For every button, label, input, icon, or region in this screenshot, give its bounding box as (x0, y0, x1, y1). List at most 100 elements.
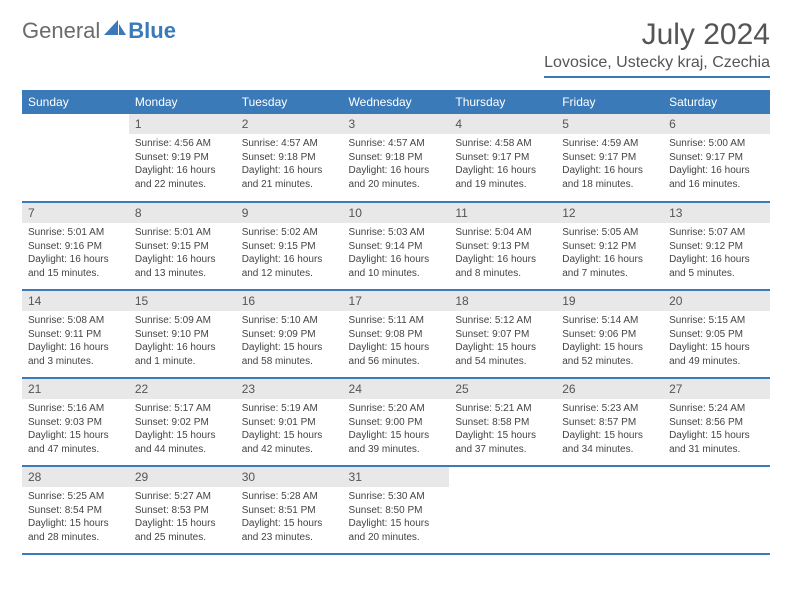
weekday-header-row: SundayMondayTuesdayWednesdayThursdayFrid… (22, 90, 770, 114)
day-content: Sunrise: 5:07 AMSunset: 9:12 PMDaylight:… (663, 223, 770, 286)
day-number: 7 (22, 203, 129, 223)
day-number: 12 (556, 203, 663, 223)
day-number: 29 (129, 467, 236, 487)
calendar-row: 21Sunrise: 5:16 AMSunset: 9:03 PMDayligh… (22, 378, 770, 466)
title-block: July 2024 Lovosice, Ustecky kraj, Czechi… (544, 18, 770, 78)
calendar-cell (556, 466, 663, 554)
weekday-header: Tuesday (236, 90, 343, 114)
calendar-cell: 18Sunrise: 5:12 AMSunset: 9:07 PMDayligh… (449, 290, 556, 378)
day-content: Sunrise: 5:14 AMSunset: 9:06 PMDaylight:… (556, 311, 663, 374)
weekday-header: Thursday (449, 90, 556, 114)
day-number: 5 (556, 114, 663, 134)
day-number: 21 (22, 379, 129, 399)
weekday-header: Monday (129, 90, 236, 114)
day-number: 9 (236, 203, 343, 223)
day-number: 23 (236, 379, 343, 399)
calendar-cell: 27Sunrise: 5:24 AMSunset: 8:56 PMDayligh… (663, 378, 770, 466)
logo-sail-icon (104, 20, 126, 43)
day-content: Sunrise: 5:02 AMSunset: 9:15 PMDaylight:… (236, 223, 343, 286)
day-content: Sunrise: 5:17 AMSunset: 9:02 PMDaylight:… (129, 399, 236, 462)
calendar-cell: 9Sunrise: 5:02 AMSunset: 9:15 PMDaylight… (236, 202, 343, 290)
day-number: 14 (22, 291, 129, 311)
day-content: Sunrise: 5:01 AMSunset: 9:15 PMDaylight:… (129, 223, 236, 286)
calendar-cell: 8Sunrise: 5:01 AMSunset: 9:15 PMDaylight… (129, 202, 236, 290)
day-number: 27 (663, 379, 770, 399)
day-number: 4 (449, 114, 556, 134)
day-content: Sunrise: 5:09 AMSunset: 9:10 PMDaylight:… (129, 311, 236, 374)
day-number: 22 (129, 379, 236, 399)
day-content: Sunrise: 5:16 AMSunset: 9:03 PMDaylight:… (22, 399, 129, 462)
day-content: Sunrise: 4:57 AMSunset: 9:18 PMDaylight:… (343, 134, 450, 197)
day-number: 8 (129, 203, 236, 223)
calendar-cell: 29Sunrise: 5:27 AMSunset: 8:53 PMDayligh… (129, 466, 236, 554)
weekday-header: Wednesday (343, 90, 450, 114)
calendar-row: 28Sunrise: 5:25 AMSunset: 8:54 PMDayligh… (22, 466, 770, 554)
calendar-row: 7Sunrise: 5:01 AMSunset: 9:16 PMDaylight… (22, 202, 770, 290)
calendar-cell (663, 466, 770, 554)
calendar-cell: 10Sunrise: 5:03 AMSunset: 9:14 PMDayligh… (343, 202, 450, 290)
day-content: Sunrise: 5:20 AMSunset: 9:00 PMDaylight:… (343, 399, 450, 462)
calendar-cell: 19Sunrise: 5:14 AMSunset: 9:06 PMDayligh… (556, 290, 663, 378)
day-number: 2 (236, 114, 343, 134)
calendar-body: 1Sunrise: 4:56 AMSunset: 9:19 PMDaylight… (22, 114, 770, 554)
location-text: Lovosice, Ustecky kraj, Czechia (544, 54, 770, 78)
calendar-cell: 25Sunrise: 5:21 AMSunset: 8:58 PMDayligh… (449, 378, 556, 466)
day-content: Sunrise: 5:25 AMSunset: 8:54 PMDaylight:… (22, 487, 129, 550)
day-content: Sunrise: 5:19 AMSunset: 9:01 PMDaylight:… (236, 399, 343, 462)
day-number: 18 (449, 291, 556, 311)
day-content: Sunrise: 5:10 AMSunset: 9:09 PMDaylight:… (236, 311, 343, 374)
calendar-cell: 15Sunrise: 5:09 AMSunset: 9:10 PMDayligh… (129, 290, 236, 378)
logo: General Blue (22, 18, 176, 44)
day-number: 31 (343, 467, 450, 487)
day-content: Sunrise: 5:21 AMSunset: 8:58 PMDaylight:… (449, 399, 556, 462)
calendar-row: 14Sunrise: 5:08 AMSunset: 9:11 PMDayligh… (22, 290, 770, 378)
header: General Blue July 2024 Lovosice, Ustecky… (22, 18, 770, 78)
day-number: 1 (129, 114, 236, 134)
day-number: 20 (663, 291, 770, 311)
calendar-cell (449, 466, 556, 554)
day-number: 6 (663, 114, 770, 134)
day-content: Sunrise: 5:04 AMSunset: 9:13 PMDaylight:… (449, 223, 556, 286)
day-number: 10 (343, 203, 450, 223)
day-content: Sunrise: 4:56 AMSunset: 9:19 PMDaylight:… (129, 134, 236, 197)
calendar-cell: 31Sunrise: 5:30 AMSunset: 8:50 PMDayligh… (343, 466, 450, 554)
day-number: 19 (556, 291, 663, 311)
weekday-header: Sunday (22, 90, 129, 114)
day-number: 3 (343, 114, 450, 134)
calendar-cell: 22Sunrise: 5:17 AMSunset: 9:02 PMDayligh… (129, 378, 236, 466)
calendar-cell: 26Sunrise: 5:23 AMSunset: 8:57 PMDayligh… (556, 378, 663, 466)
day-number: 13 (663, 203, 770, 223)
day-content: Sunrise: 5:00 AMSunset: 9:17 PMDaylight:… (663, 134, 770, 197)
day-number: 28 (22, 467, 129, 487)
calendar-cell: 12Sunrise: 5:05 AMSunset: 9:12 PMDayligh… (556, 202, 663, 290)
calendar-cell: 21Sunrise: 5:16 AMSunset: 9:03 PMDayligh… (22, 378, 129, 466)
calendar-cell (22, 114, 129, 202)
day-number: 24 (343, 379, 450, 399)
day-content: Sunrise: 5:23 AMSunset: 8:57 PMDaylight:… (556, 399, 663, 462)
day-content: Sunrise: 5:15 AMSunset: 9:05 PMDaylight:… (663, 311, 770, 374)
calendar-cell: 14Sunrise: 5:08 AMSunset: 9:11 PMDayligh… (22, 290, 129, 378)
calendar-cell: 16Sunrise: 5:10 AMSunset: 9:09 PMDayligh… (236, 290, 343, 378)
calendar-cell: 24Sunrise: 5:20 AMSunset: 9:00 PMDayligh… (343, 378, 450, 466)
calendar-cell: 11Sunrise: 5:04 AMSunset: 9:13 PMDayligh… (449, 202, 556, 290)
weekday-header: Saturday (663, 90, 770, 114)
calendar-cell: 4Sunrise: 4:58 AMSunset: 9:17 PMDaylight… (449, 114, 556, 202)
calendar-cell: 6Sunrise: 5:00 AMSunset: 9:17 PMDaylight… (663, 114, 770, 202)
day-content: Sunrise: 5:01 AMSunset: 9:16 PMDaylight:… (22, 223, 129, 286)
calendar-cell: 23Sunrise: 5:19 AMSunset: 9:01 PMDayligh… (236, 378, 343, 466)
day-number: 11 (449, 203, 556, 223)
logo-text-1: General (22, 18, 100, 44)
calendar-cell: 17Sunrise: 5:11 AMSunset: 9:08 PMDayligh… (343, 290, 450, 378)
day-content: Sunrise: 5:12 AMSunset: 9:07 PMDaylight:… (449, 311, 556, 374)
day-content: Sunrise: 5:05 AMSunset: 9:12 PMDaylight:… (556, 223, 663, 286)
day-content: Sunrise: 4:59 AMSunset: 9:17 PMDaylight:… (556, 134, 663, 197)
day-number: 25 (449, 379, 556, 399)
calendar-cell: 5Sunrise: 4:59 AMSunset: 9:17 PMDaylight… (556, 114, 663, 202)
day-number: 15 (129, 291, 236, 311)
day-content: Sunrise: 5:28 AMSunset: 8:51 PMDaylight:… (236, 487, 343, 550)
calendar-cell: 30Sunrise: 5:28 AMSunset: 8:51 PMDayligh… (236, 466, 343, 554)
calendar-cell: 7Sunrise: 5:01 AMSunset: 9:16 PMDaylight… (22, 202, 129, 290)
calendar-cell: 2Sunrise: 4:57 AMSunset: 9:18 PMDaylight… (236, 114, 343, 202)
logo-text-2: Blue (128, 18, 176, 43)
day-content: Sunrise: 5:03 AMSunset: 9:14 PMDaylight:… (343, 223, 450, 286)
